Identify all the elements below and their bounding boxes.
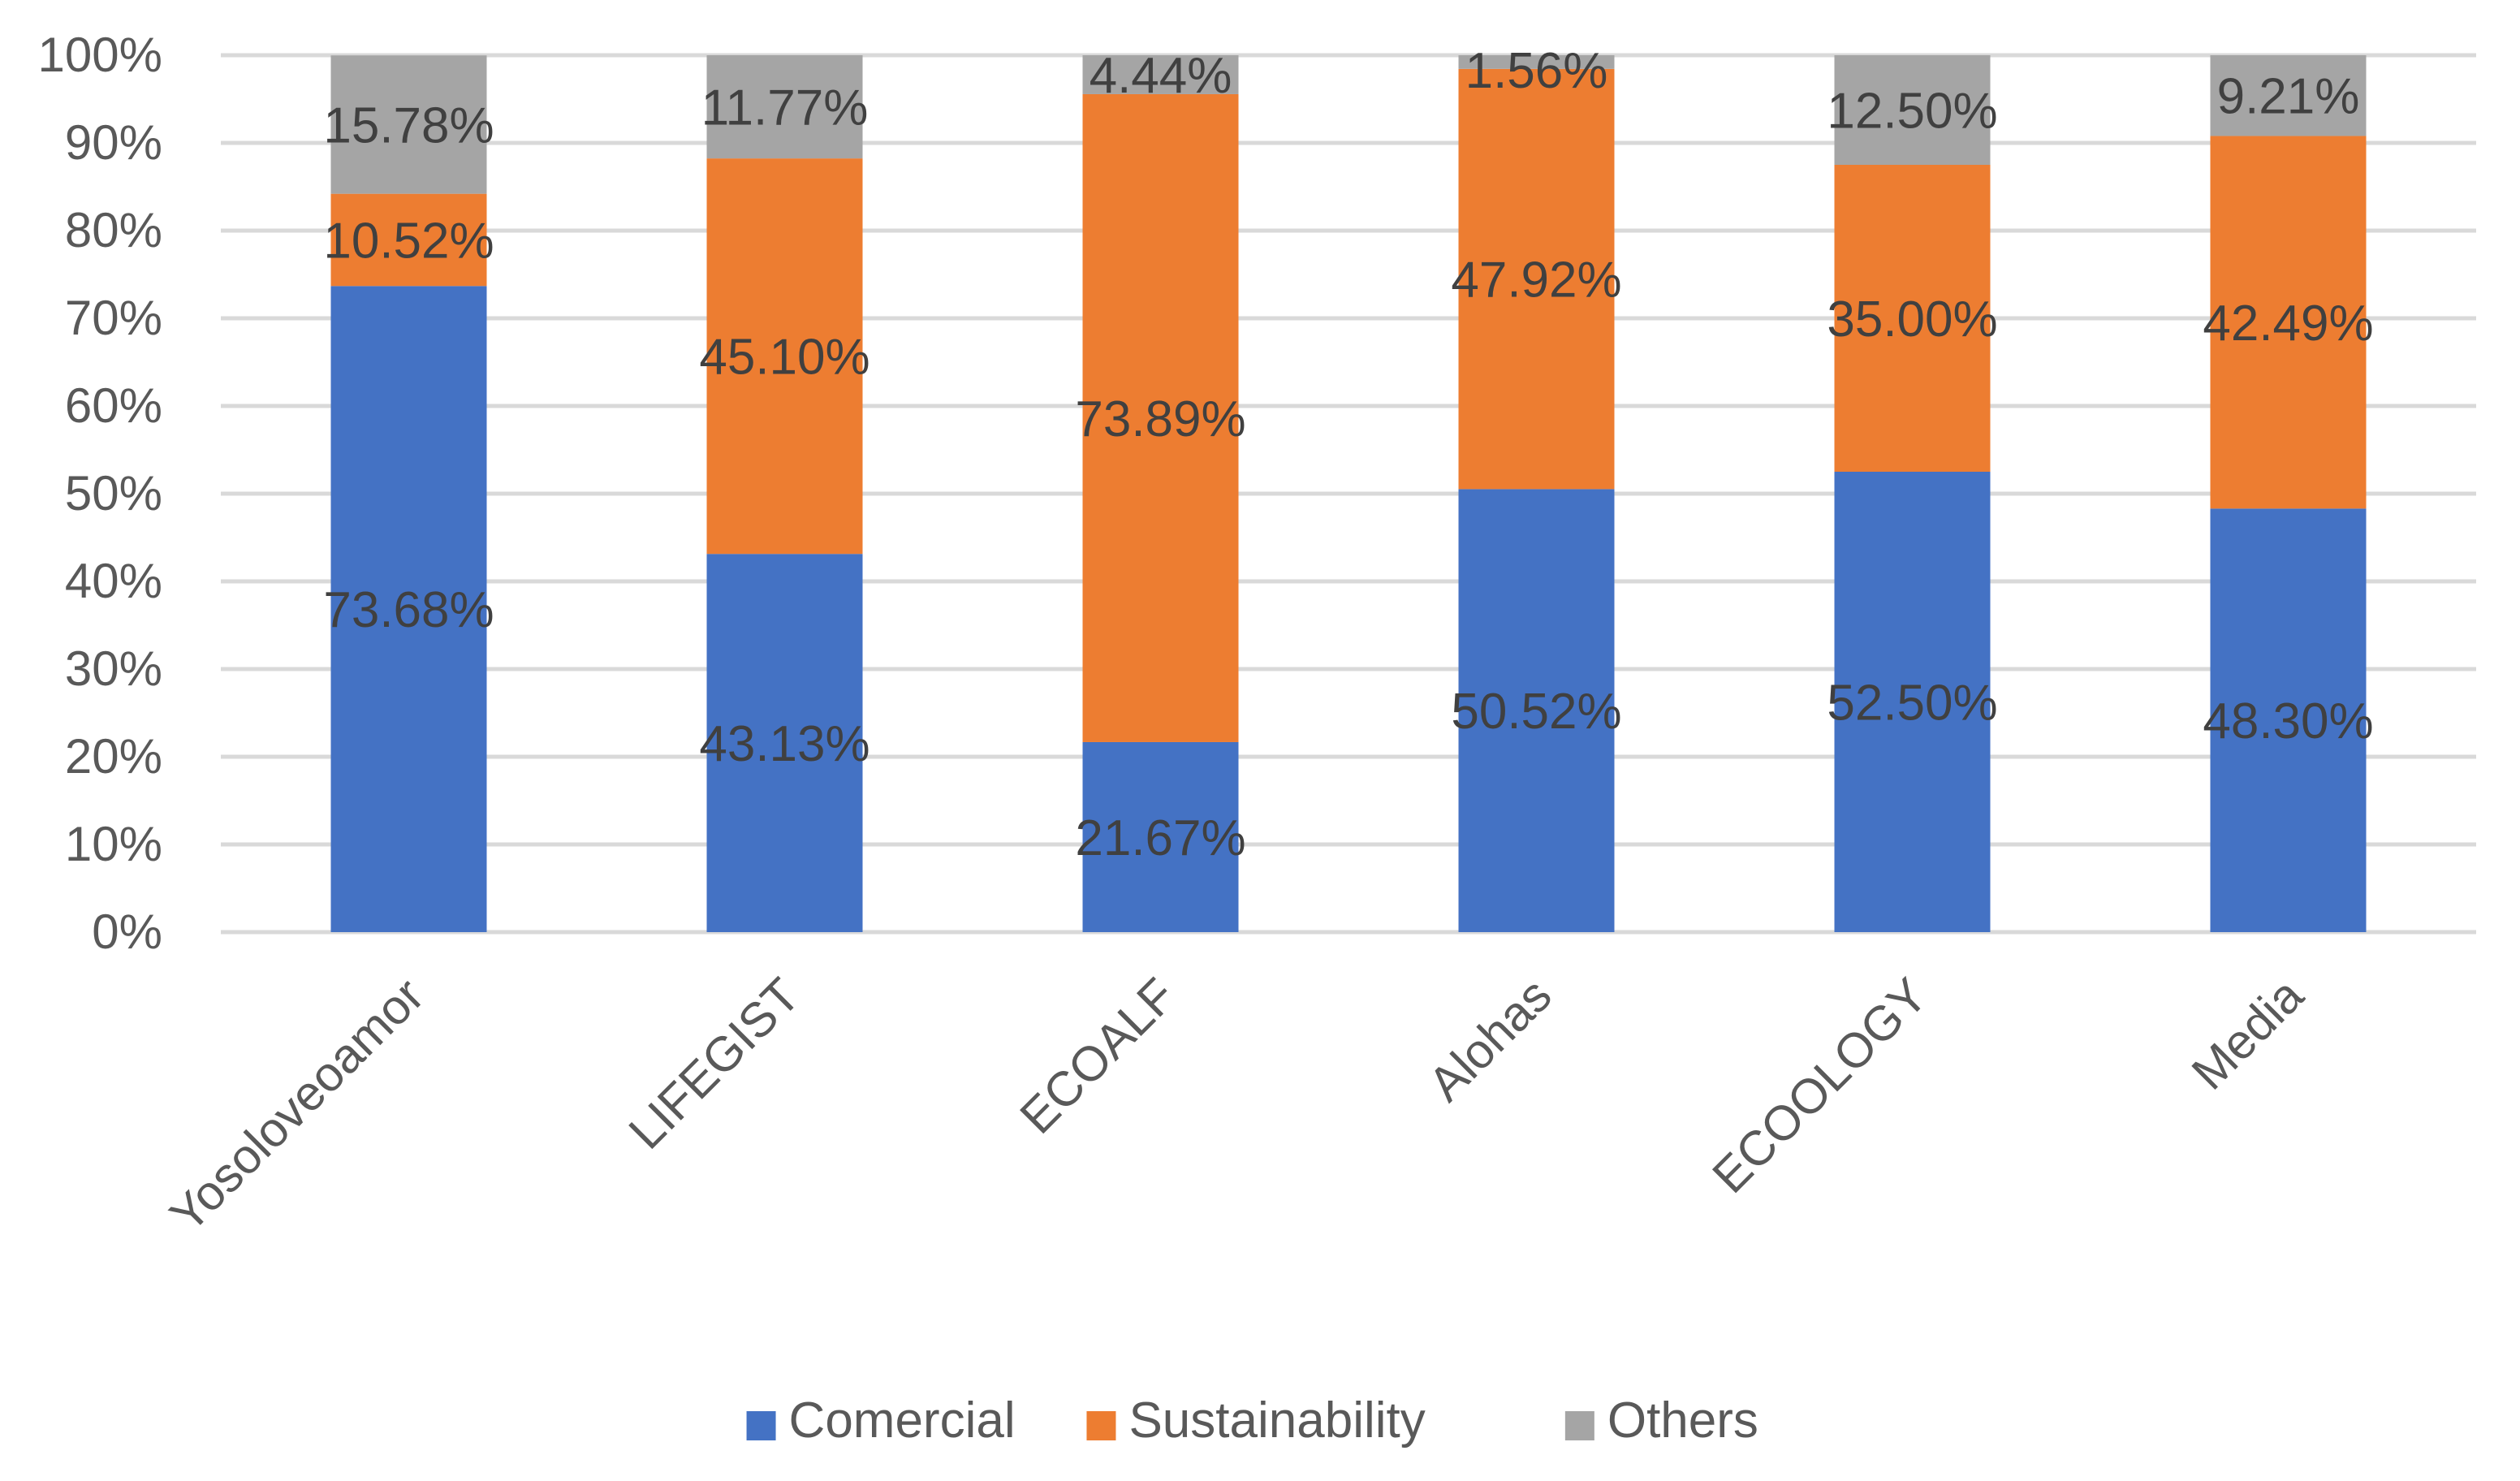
y-axis: 0% 10% 20% 30% 40% 50% 60% 70% 80% 90% 100% — [38, 28, 162, 959]
bar-comercial-lifegist — [706, 554, 863, 932]
bar-sustainability-ecoology — [1834, 165, 1991, 472]
bar-others-media — [2210, 55, 2367, 136]
y-tick-label: 20% — [65, 729, 162, 784]
data-label: 4.44% — [1090, 48, 1232, 104]
bar-comercial-alohas — [1458, 489, 1615, 932]
bar-others-alohas — [1458, 55, 1615, 69]
data-label: 45.10% — [699, 330, 869, 386]
data-label: 21.67% — [1075, 810, 1245, 866]
legend-label-sustainability: Sustainability — [1128, 1392, 1425, 1449]
y-tick-label: 30% — [65, 641, 162, 696]
bar-others-ecoalf — [1082, 55, 1239, 94]
bar-others-lifegist — [706, 55, 863, 159]
bar-comercial-yosoloveoamor — [330, 286, 487, 933]
bar-sustainability-lifegist — [706, 158, 863, 555]
data-label: 47.92% — [1451, 253, 1621, 309]
data-label: 10.52% — [323, 213, 494, 269]
bar-others-yosoloveoamor — [330, 55, 487, 194]
y-tick-label: 50% — [65, 466, 162, 520]
y-tick-label: 60% — [65, 378, 162, 433]
y-tick-label: 10% — [65, 817, 162, 871]
y-tick-label: 40% — [65, 554, 162, 608]
data-label: 52.50% — [1827, 676, 1997, 732]
data-label: 11.77% — [701, 80, 869, 136]
bar-comercial-ecoology — [1834, 472, 1991, 932]
data-label: 43.13% — [699, 716, 869, 772]
legend: Comercial Sustainability Others — [746, 1392, 1758, 1449]
data-label: 1.56% — [1465, 43, 1608, 99]
data-label: 73.68% — [323, 582, 494, 638]
data-label: 50.52% — [1451, 684, 1621, 740]
data-label: 9.21% — [2217, 69, 2360, 125]
bar-sustainability-alohas — [1458, 68, 1615, 490]
y-tick-label: 0% — [92, 905, 162, 959]
legend-swatch-sustainability — [1086, 1411, 1116, 1440]
legend-label-comercial: Comercial — [789, 1392, 1016, 1449]
y-tick-label: 70% — [65, 291, 162, 345]
y-tick-label: 80% — [65, 203, 162, 257]
gridlines — [221, 53, 2476, 935]
data-label: 42.49% — [2203, 296, 2373, 352]
data-label: 73.89% — [1075, 391, 1245, 447]
bars — [330, 55, 2367, 933]
data-label: 12.50% — [1827, 84, 1997, 140]
legend-label-others: Others — [1607, 1392, 1758, 1449]
bar-comercial-ecoalf — [1082, 741, 1239, 932]
data-label: 48.30% — [2203, 693, 2373, 749]
data-label: 15.78% — [323, 97, 494, 153]
legend-swatch-others — [1564, 1411, 1594, 1440]
bar-sustainability-ecoalf — [1082, 93, 1239, 742]
y-tick-label: 100% — [38, 28, 162, 82]
bar-sustainability-media — [2210, 136, 2367, 509]
bar-sustainability-yosoloveoamor — [330, 193, 487, 287]
bar-comercial-media — [2210, 508, 2367, 932]
legend-swatch-comercial — [746, 1411, 776, 1440]
y-tick-label: 90% — [65, 115, 162, 170]
data-labels: 73.68% 10.52% 15.78% 43.13% 45.10% 11.77% 21.6… — [323, 43, 2373, 866]
data-label: 35.00% — [1827, 291, 1997, 348]
bar-others-ecoology — [1834, 55, 1991, 165]
